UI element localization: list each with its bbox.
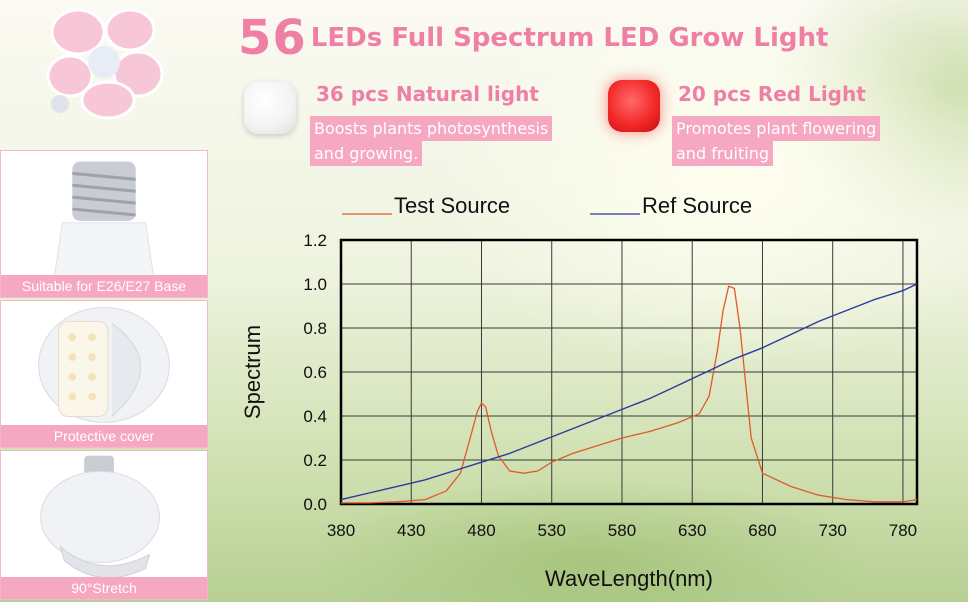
y-tick-labels: 0.0 0.2 0.4 0.6 0.8 1.0 1.2 — [303, 231, 327, 514]
red-light-desc-line1: Promotes plant flowering — [672, 116, 881, 141]
y-tick-label: 0.8 — [303, 319, 327, 338]
y-tick-label: 1.2 — [303, 231, 327, 250]
cover-image — [38, 307, 170, 423]
x-tick-label: 680 — [748, 521, 776, 540]
title-text: LEDs Full Spectrum LED Grow Light — [310, 23, 829, 53]
white-led-swatch — [244, 82, 296, 134]
y-tick-label: 1.0 — [303, 275, 327, 294]
panel-caption: Suitable for E26/E27 Base — [1, 275, 207, 297]
y-tick-label: 0.0 — [303, 495, 327, 514]
panel-caption: 90°Stretch — [1, 577, 207, 599]
legend-label-ref-source: Ref Source — [642, 193, 752, 218]
x-tick-label: 430 — [397, 521, 425, 540]
chart-series — [340, 283, 918, 504]
spectrum-chart: 380 430 480 530 580 630 680 730 780 0.0 0.2 0.4 0.6… — [240, 193, 919, 591]
panel-caption: Protective cover — [1, 425, 207, 447]
red-light-desc-line2: and fruiting — [672, 141, 773, 166]
x-tick-labels: 380 430 480 530 580 630 680 730 780 — [327, 521, 917, 540]
natural-light-desc-line1: Boosts plants photosynthesis — [310, 116, 553, 141]
red-light-heading: 20 pcs Red Light — [678, 82, 866, 106]
plot-frame — [339, 238, 919, 506]
series-line-test-source — [341, 285, 918, 504]
background-meadow — [210, 0, 968, 602]
x-tick-label: 480 — [467, 521, 495, 540]
x-tick-label: 580 — [608, 521, 636, 540]
e27-base-image — [53, 161, 155, 277]
series-line-ref-source — [340, 283, 918, 501]
natural-light-desc-line2: and growing. — [310, 141, 423, 166]
x-tick-label: 780 — [889, 521, 917, 540]
red-light-description: Promotes plant flowering and fruiting — [672, 116, 881, 166]
page-title: 56 LEDs Full Spectrum LED Grow Light — [238, 10, 828, 70]
y-tick-label: 0.6 — [303, 363, 327, 382]
natural-light-heading: 36 pcs Natural light — [316, 82, 539, 106]
legend-label-test-source: Test Source — [394, 193, 510, 218]
y-tick-label: 0.4 — [303, 407, 327, 426]
bulb-product-image — [46, 8, 164, 120]
product-image-column: Suitable for E26/E27 Base Protective cov… — [0, 0, 210, 602]
panel-stretch: 90°Stretch — [0, 450, 208, 600]
x-tick-label: 630 — [678, 521, 706, 540]
red-led-swatch — [608, 80, 660, 132]
x-tick-label: 730 — [819, 521, 847, 540]
panel-cover: Protective cover — [0, 300, 208, 448]
title-number: 56 — [238, 10, 307, 66]
y-tick-label: 0.2 — [303, 451, 327, 470]
x-axis-label: WaveLength(nm) — [545, 566, 713, 591]
stretch-image — [40, 455, 160, 579]
chart-grid — [341, 240, 917, 504]
x-tick-label: 530 — [538, 521, 566, 540]
panel-base: Suitable for E26/E27 Base — [0, 150, 208, 298]
natural-light-description: Boosts plants photosynthesis and growing… — [310, 116, 553, 166]
x-tick-label: 380 — [327, 521, 355, 540]
y-axis-label: Spectrum — [240, 325, 265, 419]
